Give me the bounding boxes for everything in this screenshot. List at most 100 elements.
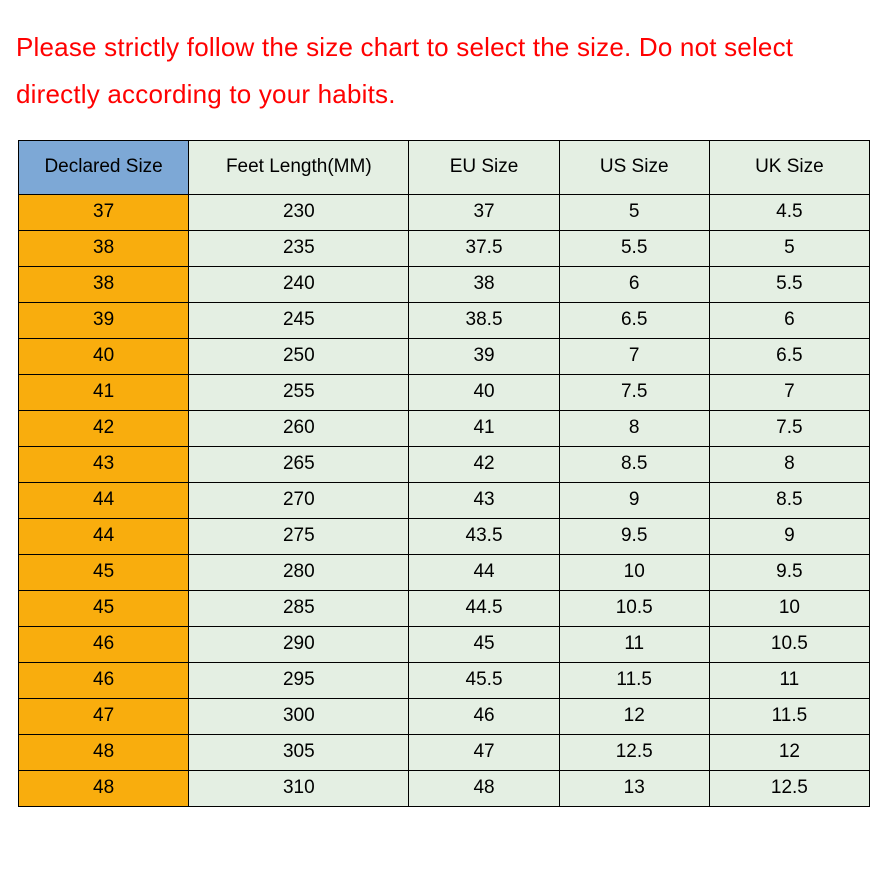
data-cell: 11.5: [709, 698, 869, 734]
table-row: 382403865.5: [19, 266, 870, 302]
data-cell: 275: [189, 518, 409, 554]
data-cell: 5.5: [709, 266, 869, 302]
declared-size-cell: 41: [19, 374, 189, 410]
declared-size-cell: 44: [19, 482, 189, 518]
table-row: 3924538.56.56: [19, 302, 870, 338]
data-cell: 45.5: [409, 662, 559, 698]
data-cell: 6.5: [559, 302, 709, 338]
data-cell: 5.5: [559, 230, 709, 266]
declared-size-cell: 47: [19, 698, 189, 734]
table-row: 4629545.511.511: [19, 662, 870, 698]
data-cell: 38.5: [409, 302, 559, 338]
declared-size-cell: 42: [19, 410, 189, 446]
table-row: 43265428.58: [19, 446, 870, 482]
data-cell: 44.5: [409, 590, 559, 626]
data-cell: 42: [409, 446, 559, 482]
declared-size-cell: 44: [19, 518, 189, 554]
header-uk-size: UK Size: [709, 140, 869, 194]
table-row: 402503976.5: [19, 338, 870, 374]
declared-size-cell: 48: [19, 770, 189, 806]
data-cell: 5: [559, 194, 709, 230]
declared-size-cell: 40: [19, 338, 189, 374]
data-cell: 10: [559, 554, 709, 590]
data-cell: 7.5: [709, 410, 869, 446]
table-row: 442704398.5: [19, 482, 870, 518]
table-row: 48310481312.5: [19, 770, 870, 806]
header-declared-size: Declared Size: [19, 140, 189, 194]
header-row: Declared Size Feet Length(MM) EU Size US…: [19, 140, 870, 194]
declared-size-cell: 37: [19, 194, 189, 230]
table-row: 47300461211.5: [19, 698, 870, 734]
data-cell: 255: [189, 374, 409, 410]
header-feet-length: Feet Length(MM): [189, 140, 409, 194]
declared-size-cell: 45: [19, 554, 189, 590]
header-us-size: US Size: [559, 140, 709, 194]
data-cell: 40: [409, 374, 559, 410]
declared-size-cell: 46: [19, 662, 189, 698]
data-cell: 37.5: [409, 230, 559, 266]
table-row: 4427543.59.59: [19, 518, 870, 554]
data-cell: 12: [559, 698, 709, 734]
data-cell: 250: [189, 338, 409, 374]
header-eu-size: EU Size: [409, 140, 559, 194]
declared-size-cell: 43: [19, 446, 189, 482]
data-cell: 11: [709, 662, 869, 698]
declared-size-cell: 38: [19, 230, 189, 266]
data-cell: 6: [559, 266, 709, 302]
data-cell: 4.5: [709, 194, 869, 230]
data-cell: 12.5: [559, 734, 709, 770]
table-row: 372303754.5: [19, 194, 870, 230]
data-cell: 8.5: [709, 482, 869, 518]
table-row: 3823537.55.55: [19, 230, 870, 266]
data-cell: 265: [189, 446, 409, 482]
data-cell: 8: [559, 410, 709, 446]
data-cell: 235: [189, 230, 409, 266]
declared-size-cell: 45: [19, 590, 189, 626]
data-cell: 230: [189, 194, 409, 230]
data-cell: 290: [189, 626, 409, 662]
data-cell: 310: [189, 770, 409, 806]
data-cell: 11.5: [559, 662, 709, 698]
data-cell: 43.5: [409, 518, 559, 554]
table-row: 483054712.512: [19, 734, 870, 770]
data-cell: 11: [559, 626, 709, 662]
data-cell: 48: [409, 770, 559, 806]
data-cell: 245: [189, 302, 409, 338]
declared-size-cell: 39: [19, 302, 189, 338]
table-row: 4528044109.5: [19, 554, 870, 590]
data-cell: 6.5: [709, 338, 869, 374]
data-cell: 7: [709, 374, 869, 410]
data-cell: 10.5: [709, 626, 869, 662]
data-cell: 7: [559, 338, 709, 374]
data-cell: 295: [189, 662, 409, 698]
table-row: 46290451110.5: [19, 626, 870, 662]
data-cell: 9.5: [559, 518, 709, 554]
declared-size-cell: 38: [19, 266, 189, 302]
data-cell: 300: [189, 698, 409, 734]
table-row: 41255407.57: [19, 374, 870, 410]
data-cell: 305: [189, 734, 409, 770]
data-cell: 9: [709, 518, 869, 554]
data-cell: 9: [559, 482, 709, 518]
data-cell: 12: [709, 734, 869, 770]
data-cell: 6: [709, 302, 869, 338]
data-cell: 45: [409, 626, 559, 662]
data-cell: 47: [409, 734, 559, 770]
data-cell: 240: [189, 266, 409, 302]
data-cell: 8.5: [559, 446, 709, 482]
table-row: 422604187.5: [19, 410, 870, 446]
data-cell: 10.5: [559, 590, 709, 626]
data-cell: 285: [189, 590, 409, 626]
size-chart-table: Declared Size Feet Length(MM) EU Size US…: [18, 140, 870, 807]
data-cell: 10: [709, 590, 869, 626]
data-cell: 9.5: [709, 554, 869, 590]
data-cell: 7.5: [559, 374, 709, 410]
data-cell: 37: [409, 194, 559, 230]
table-row: 4528544.510.510: [19, 590, 870, 626]
data-cell: 12.5: [709, 770, 869, 806]
data-cell: 43: [409, 482, 559, 518]
data-cell: 270: [189, 482, 409, 518]
declared-size-cell: 46: [19, 626, 189, 662]
data-cell: 5: [709, 230, 869, 266]
warning-text: Please strictly follow the size chart to…: [16, 24, 872, 118]
